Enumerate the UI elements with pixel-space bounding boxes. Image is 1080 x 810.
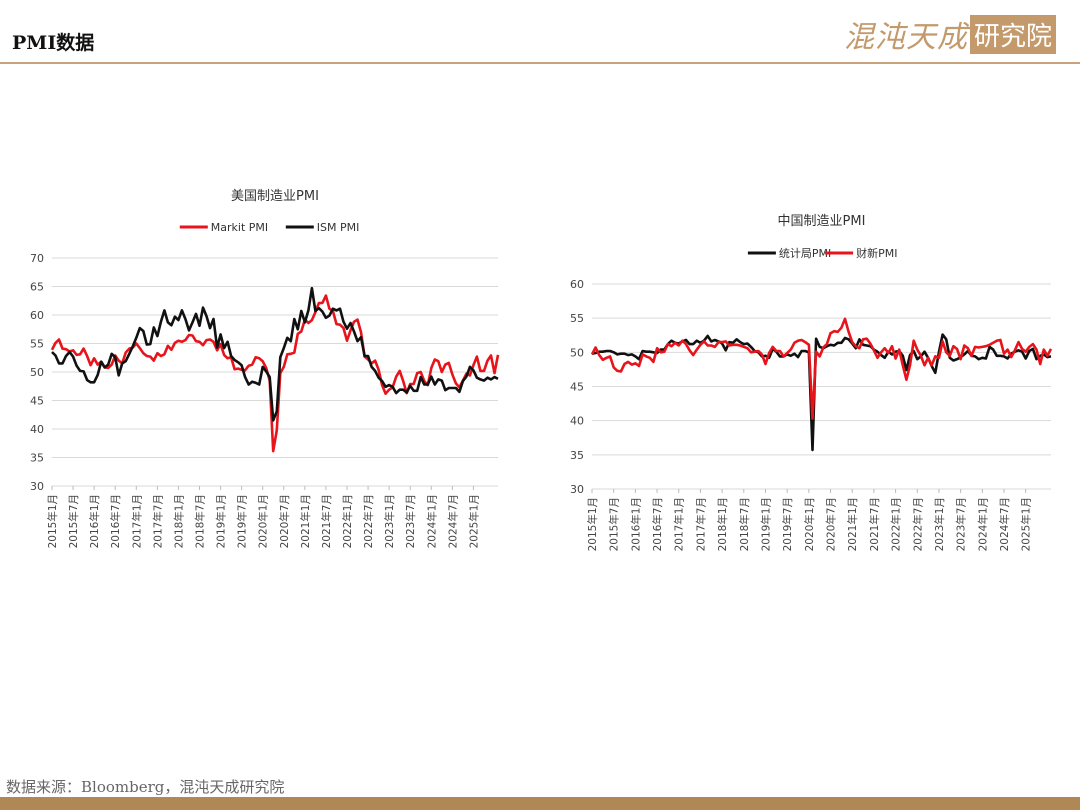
us-manufacturing-pmi-chart: 美国制造业PMI Markit PMI ISM PMI 30 35 40 45 50 55 60 6…: [20, 178, 520, 568]
logo-text: 混沌天成: [843, 20, 968, 55]
y-tick-label: 55: [30, 338, 44, 351]
x-tick-label: 2025年1月: [1020, 497, 1033, 551]
x-tick-label: 2023年1月: [933, 497, 946, 551]
x-tick-label: 2018年7月: [193, 494, 206, 548]
legend-label: 统计局PMI: [779, 247, 831, 260]
china-pmi-svg: 中国制造业PMI 统计局PMI 财新PMI 30 35 40 45 50 55 60 2015年1月…: [570, 214, 1053, 551]
x-tick-label: 2016年7月: [651, 497, 664, 551]
x-tick-label: 2021年1月: [299, 494, 312, 548]
y-tick-label: 55: [570, 312, 584, 325]
logo-box-text: 研究院: [969, 14, 1056, 54]
chart-title: 美国制造业PMI: [231, 189, 319, 204]
x-tick-label: 2021年7月: [320, 494, 333, 548]
x-tick-label: 2024年7月: [446, 494, 459, 548]
company-logo: 混沌天成 研究院: [843, 14, 1056, 55]
x-tick-label: 2019年1月: [759, 497, 772, 551]
x-tick-label: 2023年7月: [955, 497, 968, 551]
x-tick-label: 2020年7月: [278, 494, 291, 548]
x-tick-label: 2021年1月: [846, 497, 859, 551]
x-tick-label: 2015年1月: [586, 497, 599, 551]
x-tick-label: 2025年1月: [467, 494, 480, 548]
y-tick-label: 30: [570, 483, 584, 496]
x-tick-label: 2019年7月: [781, 497, 794, 551]
y-tick-label: 35: [30, 452, 44, 465]
y-tick-label: 40: [30, 423, 44, 436]
x-tick-label: 2017年1月: [130, 494, 143, 548]
footer-bar: [0, 797, 1080, 810]
y-tick-label: 40: [570, 415, 584, 428]
x-tick-label: 2018年1月: [172, 494, 185, 548]
x-tick-label: 2022年1月: [890, 497, 903, 551]
x-tick-label: 2024年7月: [998, 497, 1011, 551]
series-line-ism-pmi: [51, 286, 499, 422]
legend-label: 财新PMI: [856, 246, 897, 260]
china-manufacturing-pmi-chart: 中国制造业PMI 统计局PMI 财新PMI 30 35 40 45 50 55 60 2015年1月…: [556, 205, 1066, 570]
page-title: PMI数据: [12, 32, 95, 54]
x-tick-label: 2018年7月: [738, 497, 751, 551]
x-tick-label: 2020年1月: [803, 497, 816, 551]
x-tick-label: 2016年7月: [109, 494, 122, 548]
x-tick-label: 2017年7月: [694, 497, 707, 551]
x-tick-label: 2023年1月: [383, 494, 396, 548]
x-tick-label: 2016年1月: [88, 494, 101, 548]
y-tick-label: 45: [30, 395, 44, 408]
y-tick-label: 50: [570, 346, 584, 359]
x-tick-label: 2015年1月: [46, 494, 59, 548]
x-tick-label: 2022年7月: [911, 497, 924, 551]
x-tick-label: 2024年1月: [976, 497, 989, 551]
x-tick-label: 2021年7月: [868, 497, 881, 551]
x-tick-label: 2016年1月: [629, 497, 642, 551]
y-tick-label: 70: [30, 252, 44, 265]
y-tick-label: 35: [570, 449, 584, 462]
y-tick-label: 60: [570, 278, 584, 291]
x-tick-label: 2024年1月: [425, 494, 438, 548]
data-source-note: 数据来源：Bloomberg，混沌天成研究院: [6, 778, 285, 796]
y-tick-label: 50: [30, 366, 44, 379]
us-pmi-svg: 美国制造业PMI Markit PMI ISM PMI 30 35 40 45 50 55 60 6…: [30, 189, 500, 548]
x-tick-label: 2020年7月: [825, 497, 838, 551]
legend-label: Markit PMI: [211, 221, 268, 234]
x-tick-label: 2017年7月: [151, 494, 164, 548]
x-tick-label: 2019年1月: [215, 494, 228, 548]
x-tick-label: 2022年7月: [362, 494, 375, 548]
x-tick-label: 2023年7月: [404, 494, 417, 548]
x-tick-label: 2015年7月: [608, 497, 621, 551]
series-line-markit-pmi: [50, 294, 500, 453]
x-tick-label: 2018年1月: [716, 497, 729, 551]
y-tick-label: 60: [30, 309, 44, 322]
chart-title: 中国制造业PMI: [778, 214, 866, 229]
x-tick-label: 2017年1月: [673, 497, 686, 551]
y-tick-label: 45: [570, 381, 584, 394]
x-tick-label: 2020年1月: [257, 494, 270, 548]
series-line-财新pmi: [590, 317, 1053, 420]
legend-label: ISM PMI: [317, 221, 360, 234]
x-tick-label: 2019年7月: [236, 494, 249, 548]
y-tick-label: 65: [30, 281, 44, 294]
x-tick-label: 2022年1月: [341, 494, 354, 548]
x-tick-label: 2015年7月: [67, 494, 80, 548]
header-divider: [0, 62, 1080, 64]
y-tick-label: 30: [30, 480, 44, 493]
